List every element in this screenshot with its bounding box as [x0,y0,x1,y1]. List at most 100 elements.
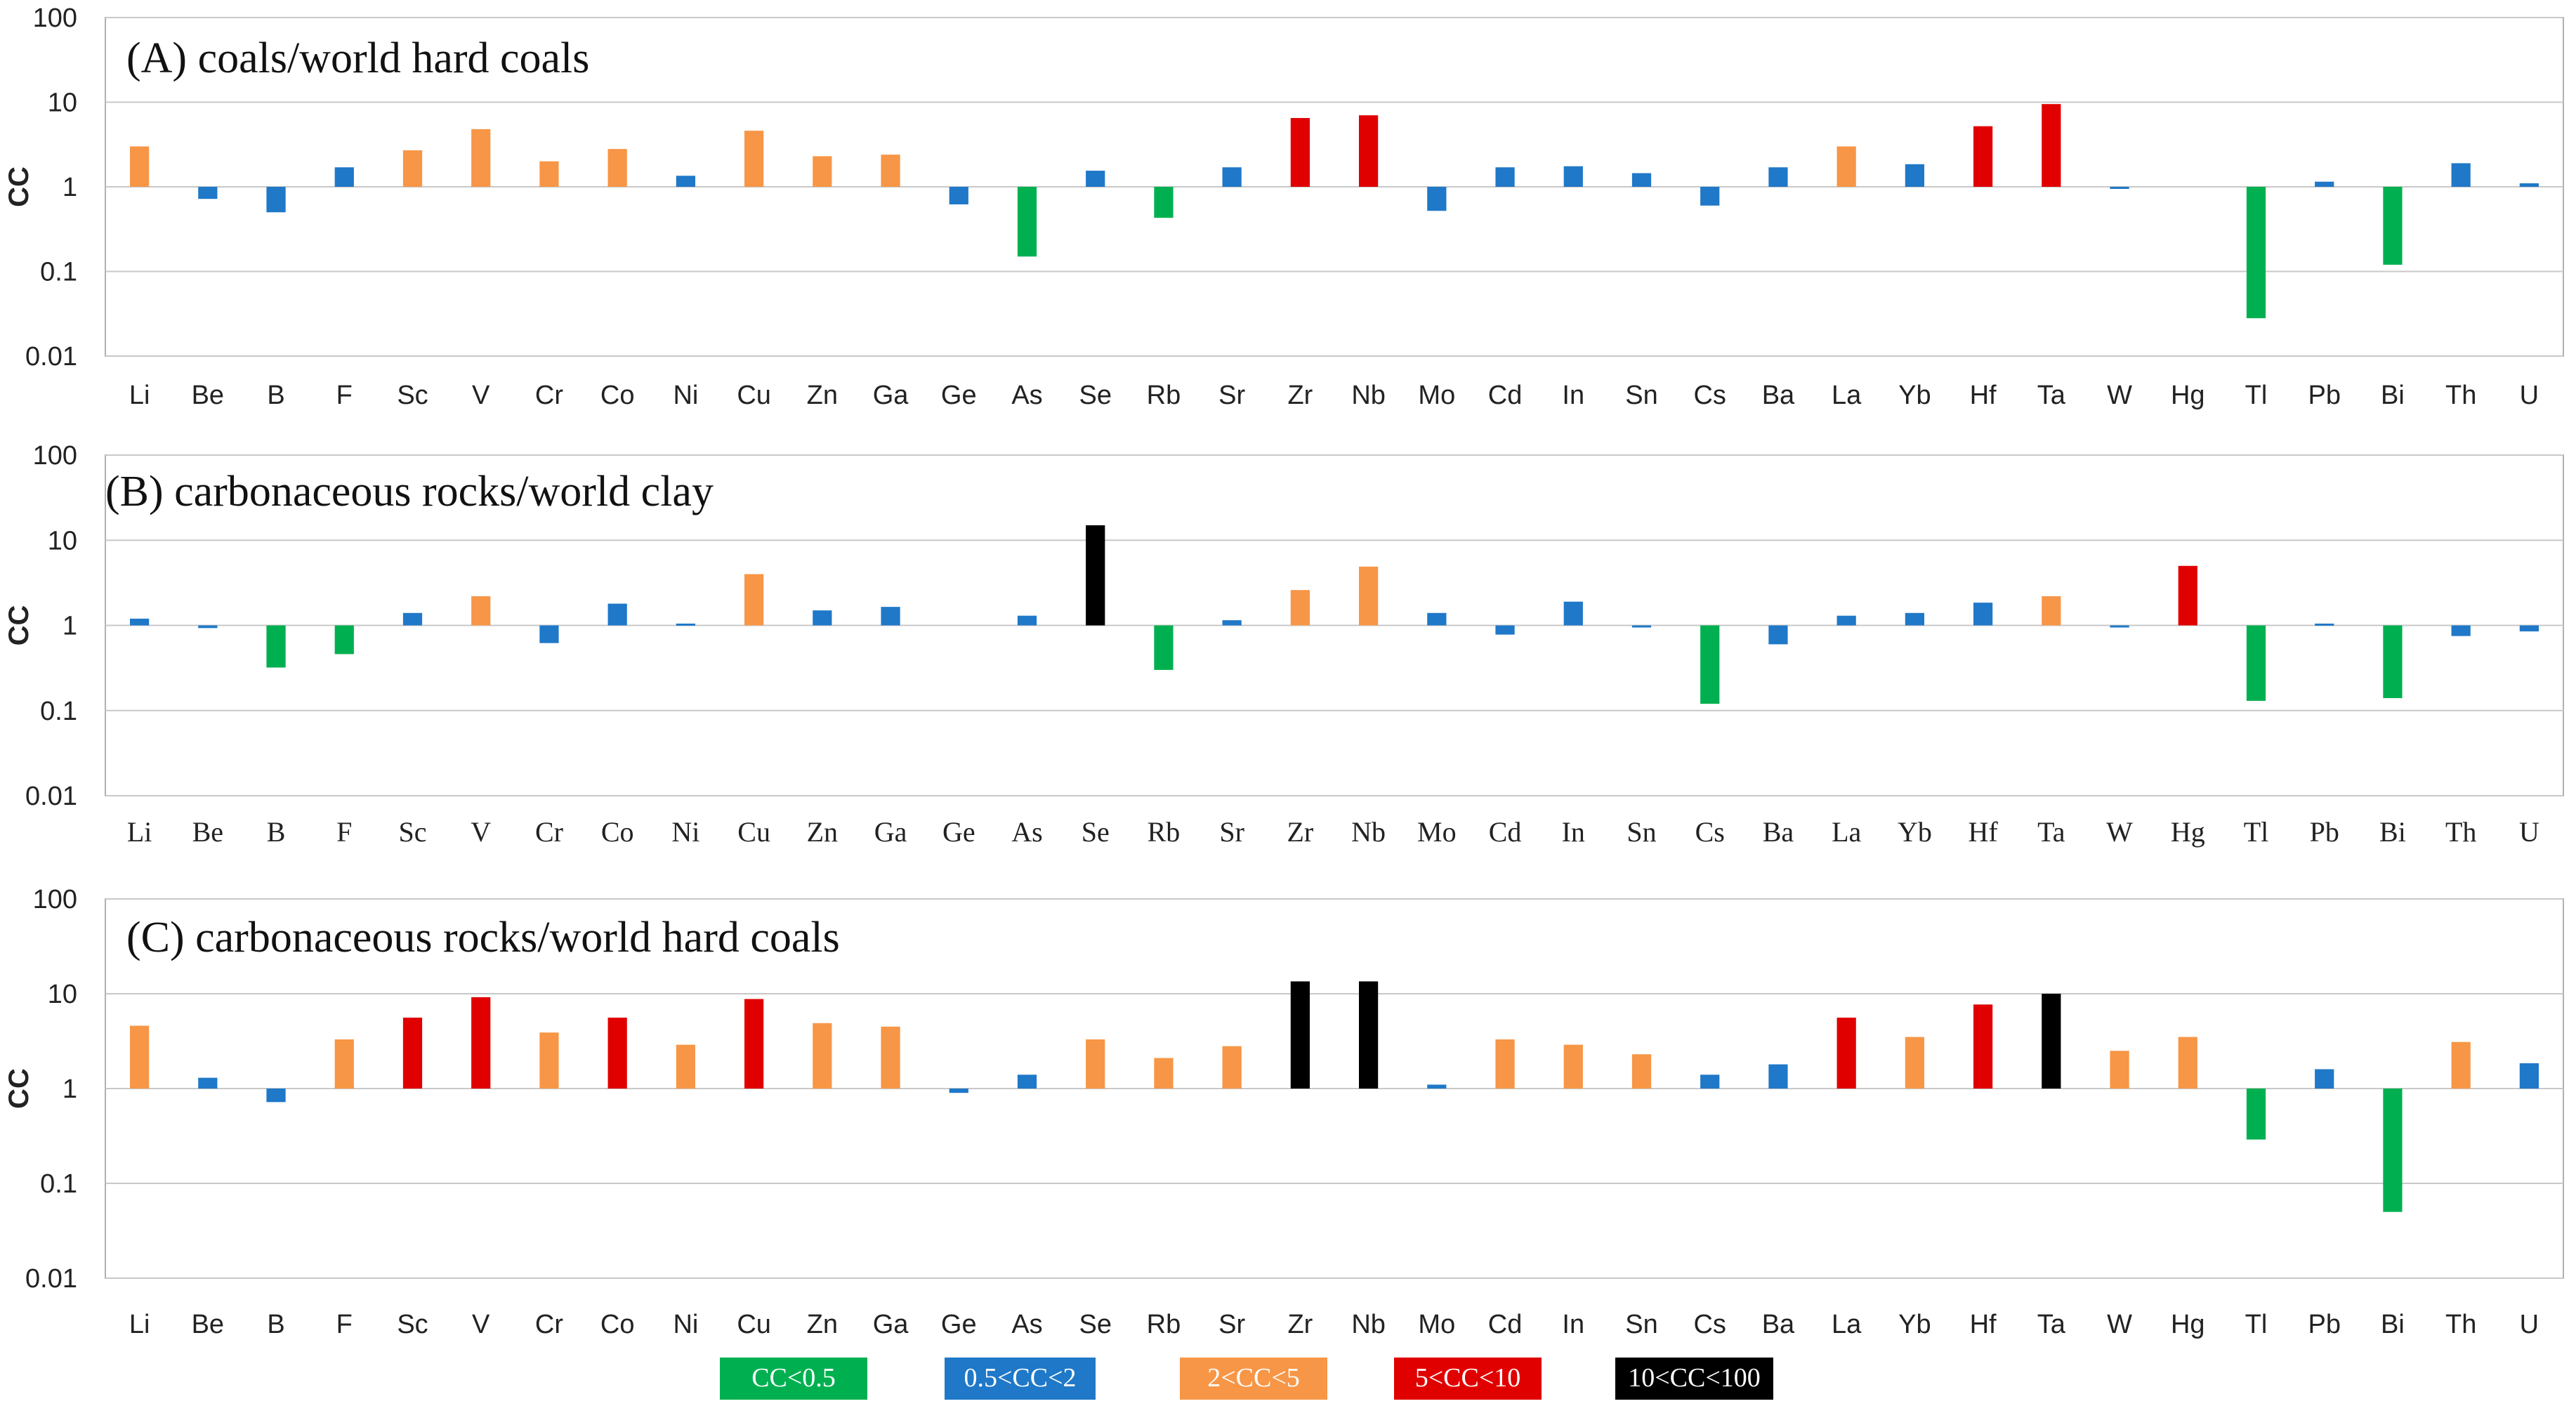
x-tick-label: Ba [1763,816,1794,848]
x-tick-label: Bi [2381,1310,2405,1339]
bar-in [1563,166,1583,187]
x-tick-label: Ta [2037,1310,2066,1339]
bar-ni [676,623,695,626]
x-tick-label: Pb [2308,1310,2340,1339]
x-tick-label: F [336,381,353,410]
y-axis-label: CC [4,1068,34,1109]
bar-yb [1905,612,1924,626]
bar-sn [1631,625,1652,628]
y-axis-label: CC [4,166,34,207]
x-tick-label: Sc [397,381,428,410]
bar-w [2110,1051,2129,1089]
bar-ba [1768,625,1788,645]
x-tick-label: Sn [1625,1310,1657,1339]
y-tick-label: 0.01 [25,782,77,811]
x-tick-label: Ge [941,381,977,410]
bar-rb [1154,187,1174,218]
legend-swatch [1615,1358,1773,1400]
x-tick-label: Tl [2244,816,2269,848]
bar-mo [1427,187,1447,211]
x-tick-label: Zn [807,1310,838,1339]
bar-f [334,167,354,187]
x-tick-label: Se [1082,816,1110,848]
legend-item: 2<CC<5 [1180,1358,1327,1400]
bar-sr [1222,620,1242,626]
bar-zr [1290,981,1310,1089]
bar-pb [2315,1069,2334,1089]
x-tick-label: Cd [1488,1310,1523,1339]
bar-sc [402,150,423,187]
x-tick-label: Ge [941,1310,977,1339]
legend-item: 5<CC<10 [1394,1358,1542,1400]
x-tick-label: Hf [1970,381,1997,410]
bar-co [607,149,627,187]
bar-pb [2315,181,2334,187]
legend-swatch [1180,1358,1327,1400]
x-tick-label: Se [1079,381,1111,410]
bar-se [1086,1039,1105,1089]
bar-cu [744,131,764,187]
bar-zn [813,156,832,187]
bar-ga [881,607,900,626]
legend-item: 10<CC<100 [1615,1358,1773,1400]
x-tick-label: Mo [1418,1310,1455,1339]
x-tick-label: Tl [2245,381,2268,410]
bar-sn [1631,1054,1652,1089]
legend-label: CC<0.5 [751,1363,836,1393]
bar-cd [1495,1039,1515,1089]
bar-cr [539,161,559,187]
bar-zn [813,610,832,626]
x-tick-label: Cu [737,1310,771,1339]
bar-hf [1973,126,1993,187]
x-tick-label: Rb [1147,381,1181,410]
legend-item: 0.5<CC<2 [945,1358,1096,1400]
bar-f [334,1039,354,1089]
legend-item: CC<0.5 [720,1358,867,1400]
x-tick-label: As [1011,816,1042,848]
bar-se [1086,525,1105,626]
x-tick-label: Ga [874,816,907,848]
x-tick-label: Ta [2037,381,2066,410]
bar-ta [2042,994,2061,1089]
x-tick-label: Ge [942,816,975,848]
x-tick-label: La [1832,816,1861,848]
x-tick-label: Sc [399,816,427,848]
legend-label: 0.5<CC<2 [964,1363,1076,1393]
bar-sc [402,1017,423,1089]
bar-rb [1154,625,1174,670]
bar-be [198,625,218,629]
legend-swatch [720,1358,867,1400]
x-tick-label: Ni [671,816,699,848]
bar-ba [1768,1064,1788,1089]
bar-w [2110,625,2129,628]
x-tick-label: U [2519,816,2539,848]
x-tick-label: Ga [873,1310,909,1339]
x-tick-label: Be [192,1310,224,1339]
bar-ta [2042,596,2061,626]
y-tick-label: 10 [48,526,77,556]
x-tick-label: Cr [535,816,563,848]
bar-bi [2383,625,2403,699]
x-tick-label: Sn [1627,816,1656,848]
x-tick-label: Sr [1218,1310,1245,1339]
x-tick-label: Nb [1351,816,1386,848]
x-tick-label: Yb [1898,1310,1931,1339]
x-tick-label: Hg [2171,1310,2205,1339]
bar-sr [1222,1046,1242,1089]
x-tick-label: Be [192,381,224,410]
bar-ga [881,1026,900,1089]
x-tick-label: Yb [1898,816,1932,848]
x-tick-label: Sc [397,1310,428,1339]
x-tick-label: B [267,816,286,848]
bar-in [1563,1044,1583,1089]
bar-sc [402,612,423,626]
x-tick-label: Co [600,1310,635,1339]
x-tick-label: F [336,1310,353,1339]
bar-cd [1495,167,1515,187]
x-tick-label: W [2107,381,2132,410]
bar-ga [881,155,900,187]
x-tick-label: Bi [2381,381,2405,410]
bar-th [2451,625,2471,636]
y-axis-label: CC [4,605,34,646]
bar-cu [744,574,764,626]
